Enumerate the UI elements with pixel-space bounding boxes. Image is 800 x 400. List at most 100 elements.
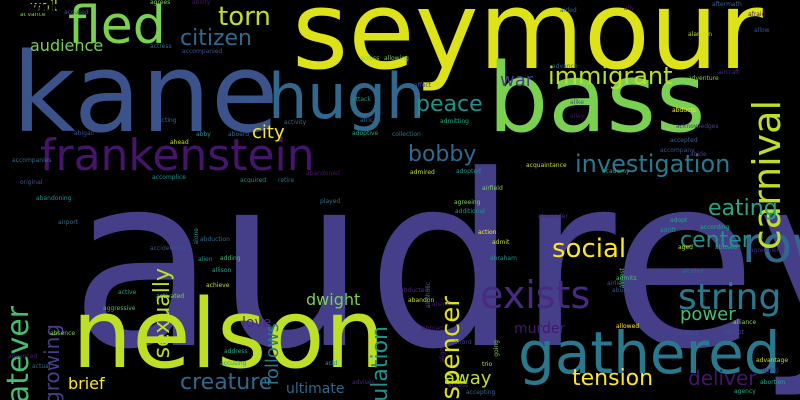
word-small: allowing xyxy=(384,55,409,62)
word-small: adopted xyxy=(456,168,481,175)
word-small: aggressive xyxy=(103,305,136,312)
word-ultimate: ultimate xyxy=(286,381,345,397)
word-small: aided xyxy=(560,7,577,14)
word-small: admired xyxy=(410,169,435,176)
word-sexually: sexually xyxy=(150,268,175,359)
word-social: social xyxy=(552,234,627,264)
word-war: war xyxy=(500,70,534,91)
word-small: abducts xyxy=(672,107,696,114)
word-row: row xyxy=(742,216,800,274)
word-small: afraid xyxy=(748,11,766,18)
word-small: action xyxy=(478,229,497,236)
word-small: additional xyxy=(455,208,485,215)
word-small: allison xyxy=(212,267,232,274)
word-bobby: bobby xyxy=(408,142,477,167)
word-small: abby xyxy=(196,131,211,138)
word-small: abandoned xyxy=(306,170,340,177)
word-small: original xyxy=(20,179,43,186)
word-small: accompanies xyxy=(12,157,52,164)
word-small: advance xyxy=(552,63,578,70)
word-torn: torn xyxy=(218,2,271,32)
word-audience: audience xyxy=(30,36,104,55)
word-peace: peace xyxy=(416,92,483,117)
word-small: aftermath xyxy=(712,1,742,8)
word-small: accusing xyxy=(220,360,247,367)
word-small: aircraft xyxy=(718,69,740,76)
word-seymour: seymour xyxy=(292,0,763,94)
word-small: adventure xyxy=(688,75,719,82)
word-small: aliens xyxy=(432,301,450,308)
word-small: abuse xyxy=(612,287,631,294)
word-small: alien xyxy=(198,256,213,263)
word-small: accompanied xyxy=(182,48,223,55)
word-frankenstein: frankenstein xyxy=(40,130,315,181)
word-small: african xyxy=(360,117,381,124)
word-small: accomplice xyxy=(152,174,186,181)
word-center: center xyxy=(680,228,751,253)
word-small: abusive xyxy=(0,0,63,17)
word-string: string xyxy=(678,277,782,318)
word-creature: creature xyxy=(180,370,273,395)
word-small: admits xyxy=(616,275,637,282)
word-small: abducted xyxy=(400,287,429,294)
word-small: actual xyxy=(32,363,51,370)
word-small: align xyxy=(439,348,446,363)
word-small: abide xyxy=(690,151,707,158)
word-hugh: hugh xyxy=(268,60,426,133)
word-small: address xyxy=(224,348,248,355)
word-small: addict xyxy=(679,330,698,337)
word-small: attack xyxy=(352,96,371,103)
word-audrey: audrey xyxy=(70,125,800,400)
word-immigrant: immigrant xyxy=(548,62,673,90)
word-small: activated xyxy=(156,293,185,300)
word-small: accompany xyxy=(660,147,695,154)
word-bass: bass xyxy=(488,44,706,154)
word-dwight: dwight xyxy=(306,290,361,309)
word-small: abraham xyxy=(490,255,517,262)
word-small: adrift xyxy=(660,227,676,234)
word-small: academy xyxy=(602,168,630,175)
word-population: population xyxy=(368,326,393,400)
word-small: accepted xyxy=(670,137,698,144)
word-small: admit xyxy=(492,239,510,246)
word-small: abandon xyxy=(408,297,435,304)
word-small: according xyxy=(700,224,730,231)
word-small: affect xyxy=(414,82,432,89)
word-small: aging xyxy=(762,367,779,374)
word-small: active xyxy=(118,289,137,296)
word-small: accept xyxy=(238,96,259,103)
word-small: airfield xyxy=(482,185,503,192)
word-small: adoptive xyxy=(352,130,379,137)
word-small: advantage xyxy=(756,357,789,364)
word-small: abduction xyxy=(200,236,230,243)
word-small: advises xyxy=(352,379,375,386)
word-exists: exists xyxy=(480,273,591,317)
word-follows: follows xyxy=(262,323,283,386)
word-deliver: deliver xyxy=(688,366,757,390)
word-small: agency xyxy=(734,388,756,395)
word-citizen: citizen xyxy=(180,26,252,51)
word-gathered: gathered xyxy=(518,319,781,387)
word-small: acquired xyxy=(240,177,267,184)
word-city: city xyxy=(252,122,285,143)
word-small: agreement xyxy=(750,247,783,254)
word-small: retire xyxy=(278,177,295,184)
word-love: love xyxy=(242,315,272,331)
word-small: allow xyxy=(754,27,770,34)
word-murder: murder xyxy=(514,321,566,337)
word-small: ability xyxy=(192,0,211,6)
word-small: eaton xyxy=(0,0,46,17)
word-small: alcohol xyxy=(682,268,704,275)
word-small: alamein xyxy=(688,31,713,38)
word-small: abroad xyxy=(422,325,443,332)
word-small: accused xyxy=(64,9,89,16)
word-small: alcoholic xyxy=(425,282,432,309)
word-small: abrupt xyxy=(724,329,744,336)
word-carnival: carnival xyxy=(745,100,789,251)
word-small: aged xyxy=(678,244,693,251)
word-small: ahead xyxy=(170,139,189,146)
word-small: alley xyxy=(570,113,585,120)
word-small: alone xyxy=(193,228,200,245)
word-small: allowed xyxy=(616,323,640,330)
